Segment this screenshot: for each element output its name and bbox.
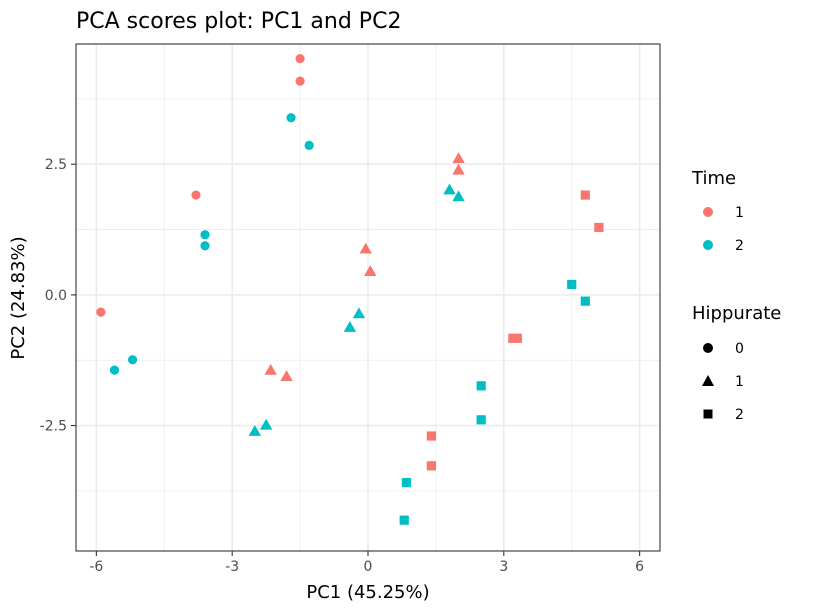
chart-title: PCA scores plot: PC1 and PC2 bbox=[76, 9, 401, 34]
axis-ticks: -6 -3 0 3 6 -2.5 0.0 2.5 bbox=[40, 157, 644, 575]
data-point-circle bbox=[191, 190, 201, 200]
y-axis-title: PC2 (24.83%) bbox=[8, 236, 29, 359]
x-tick-label: 3 bbox=[499, 559, 508, 575]
data-point-triangle bbox=[343, 320, 357, 332]
y-tick-label: 0.0 bbox=[45, 288, 67, 304]
legend-hippurate-title: Hippurate bbox=[692, 303, 781, 324]
data-point-square bbox=[580, 296, 590, 306]
data-point-triangle bbox=[443, 183, 456, 195]
data-point-circle bbox=[286, 113, 296, 123]
legend-time-2-label: 2 bbox=[735, 238, 744, 254]
data-point-square bbox=[476, 415, 486, 425]
data-point-circle bbox=[109, 365, 120, 375]
legend-time-1-label: 1 bbox=[735, 205, 744, 221]
data-point-circle bbox=[96, 307, 106, 317]
data-point-square bbox=[567, 279, 577, 290]
legend-hippurate: Hippurate 0 1 2 bbox=[692, 303, 781, 423]
data-point-circle bbox=[304, 140, 314, 150]
data-point-square bbox=[512, 333, 522, 343]
x-tick-label: 6 bbox=[635, 559, 644, 575]
data-point-triangle bbox=[264, 363, 277, 375]
data-point-square bbox=[594, 222, 604, 233]
x-axis-title: PC1 (45.25%) bbox=[306, 582, 429, 603]
data-point-triangle bbox=[359, 242, 372, 254]
data-point-triangle bbox=[452, 152, 465, 164]
data-point-square bbox=[426, 461, 436, 471]
data-point-triangle bbox=[248, 425, 262, 436]
data-point-square bbox=[426, 431, 436, 441]
data-point-circle bbox=[295, 54, 305, 64]
x-tick-label: -6 bbox=[89, 559, 103, 575]
data-point-square bbox=[476, 381, 486, 391]
legend-hippurate-0-swatch bbox=[703, 343, 713, 353]
data-point-square bbox=[399, 515, 409, 525]
x-tick-label: 0 bbox=[364, 559, 373, 575]
data-points bbox=[96, 54, 604, 525]
x-tick-label: -3 bbox=[225, 559, 239, 575]
legend-hippurate-2-label: 2 bbox=[735, 407, 744, 423]
legend-hippurate-0-label: 0 bbox=[735, 341, 744, 357]
data-point-triangle bbox=[259, 418, 273, 430]
data-point-square bbox=[401, 477, 412, 488]
grid-lines bbox=[76, 44, 660, 551]
legend-time-2-swatch bbox=[703, 240, 713, 250]
data-point-triangle bbox=[352, 307, 366, 319]
data-point-circle bbox=[127, 355, 138, 365]
legend-hippurate-1-label: 1 bbox=[735, 374, 744, 390]
legend-time: Time 1 2 bbox=[691, 168, 744, 254]
data-point-triangle bbox=[280, 370, 293, 382]
y-tick-label: 2.5 bbox=[45, 157, 67, 173]
y-tick-label: -2.5 bbox=[40, 419, 67, 435]
data-point-triangle bbox=[452, 163, 465, 175]
legend-hippurate-2-swatch bbox=[703, 409, 713, 419]
data-point-square bbox=[580, 190, 590, 200]
data-point-circle bbox=[200, 241, 210, 251]
legend-hippurate-1-swatch bbox=[702, 375, 714, 386]
data-point-circle bbox=[295, 76, 305, 86]
legend-time-1-swatch bbox=[703, 207, 713, 217]
data-point-triangle bbox=[364, 265, 377, 276]
data-point-triangle bbox=[452, 190, 465, 202]
data-point-circle bbox=[200, 230, 210, 240]
legend-time-title: Time bbox=[691, 168, 736, 189]
